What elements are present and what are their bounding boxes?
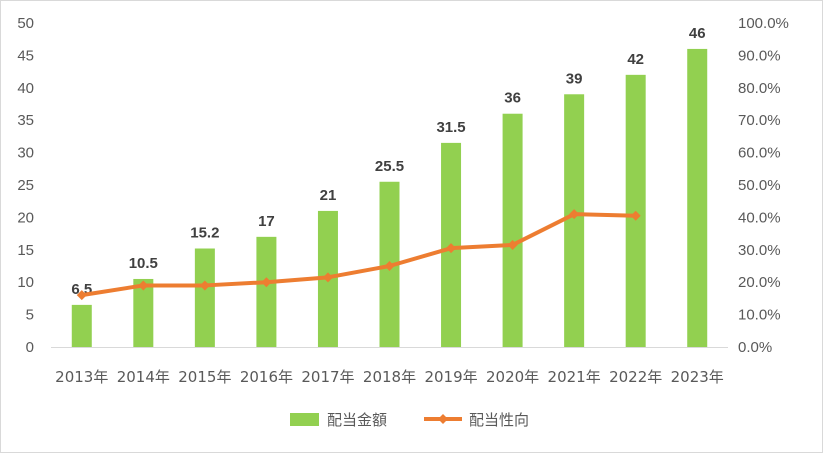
- bar-data-label: 42: [627, 51, 644, 68]
- category-axis: 2013年 2014年 2015年 2016年 2017年 2018年 2019年 2020年…: [51, 347, 728, 386]
- left-axis-tick-label: 40: [17, 80, 34, 97]
- line-point: [446, 243, 457, 254]
- bar: [133, 278, 154, 347]
- bar: [71, 304, 92, 347]
- line-point: [76, 290, 87, 301]
- legend-swatch-marker: [438, 414, 448, 424]
- left-axis-tick-label: 15: [17, 242, 34, 259]
- category-tick-label: 2014年: [117, 368, 170, 386]
- bar: [502, 113, 523, 347]
- bar-data-label: 17: [258, 213, 275, 230]
- left-axis-tick-label: 50: [17, 15, 34, 32]
- category-tick-label: 2013年: [55, 368, 108, 386]
- legend-label-bar: 配当金額: [327, 411, 387, 429]
- right-axis-tick-label: 0.0%: [738, 339, 772, 356]
- legend: 配当金額 配当性向: [290, 411, 529, 429]
- category-tick-label: 2023年: [671, 368, 724, 386]
- left-axis: 0 5 10 15 20 25 30 35 40 45 50: [17, 15, 34, 356]
- right-axis-tick-label: 90.0%: [738, 47, 781, 64]
- right-axis-tick-label: 10.0%: [738, 307, 781, 324]
- left-axis-tick-label: 5: [26, 307, 34, 324]
- category-tick-label: 2022年: [609, 368, 662, 386]
- right-axis-tick-label: 80.0%: [738, 80, 781, 97]
- bar-data-label: 25.5: [375, 158, 404, 175]
- left-axis-tick-label: 35: [17, 112, 34, 129]
- left-axis-tick-label: 0: [26, 339, 34, 356]
- right-axis-tick-label: 60.0%: [738, 145, 781, 162]
- line-point: [322, 272, 333, 283]
- line-point: [138, 280, 149, 291]
- category-tick-label: 2019年: [424, 368, 477, 386]
- bar-data-label: 10.5: [129, 255, 158, 272]
- line-point: [630, 210, 641, 221]
- left-axis-tick-label: 10: [17, 274, 34, 291]
- line-point: [507, 239, 518, 250]
- bar: [256, 236, 277, 347]
- category-tick-label: 2018年: [363, 368, 416, 386]
- bar-data-label: 21: [320, 187, 337, 204]
- bar-series: [71, 48, 708, 348]
- line-point: [569, 209, 580, 220]
- category-tick-label: 2015年: [178, 368, 231, 386]
- line-point: [199, 280, 210, 291]
- bar-data-label: 39: [566, 70, 583, 87]
- category-tick-label: 2016年: [240, 368, 293, 386]
- right-axis-tick-label: 30.0%: [738, 242, 781, 259]
- bar-data-label: 46: [689, 25, 706, 42]
- bar-data-label: 31.5: [436, 119, 465, 136]
- right-axis: 0.0% 10.0% 20.0% 30.0% 40.0% 50.0% 60.0% 70.0% 8…: [738, 15, 789, 356]
- bar: [194, 248, 215, 347]
- line-point: [261, 277, 272, 288]
- right-axis-tick-label: 40.0%: [738, 209, 781, 226]
- category-tick-label: 2021年: [548, 368, 601, 386]
- legend-swatch-bar: [290, 413, 319, 426]
- left-axis-tick-label: 20: [17, 209, 34, 226]
- right-axis-tick-label: 70.0%: [738, 112, 781, 129]
- left-axis-tick-label: 25: [17, 177, 34, 194]
- right-axis-tick-label: 50.0%: [738, 177, 781, 194]
- category-tick-label: 2017年: [301, 368, 354, 386]
- right-axis-tick-label: 100.0%: [738, 15, 789, 32]
- bar-data-label: 36: [504, 90, 521, 107]
- category-tick-label: 2020年: [486, 368, 539, 386]
- bar: [564, 94, 585, 347]
- right-axis-tick-label: 20.0%: [738, 274, 781, 291]
- line-point: [384, 261, 395, 271]
- line-series: [76, 209, 641, 301]
- legend-label-line: 配当性向: [469, 411, 529, 429]
- line-path: [79, 212, 638, 298]
- left-axis-tick-label: 30: [17, 145, 34, 162]
- bar: [687, 48, 708, 348]
- left-axis-tick-label: 45: [17, 47, 34, 64]
- bar-data-label: 15.2: [190, 225, 219, 242]
